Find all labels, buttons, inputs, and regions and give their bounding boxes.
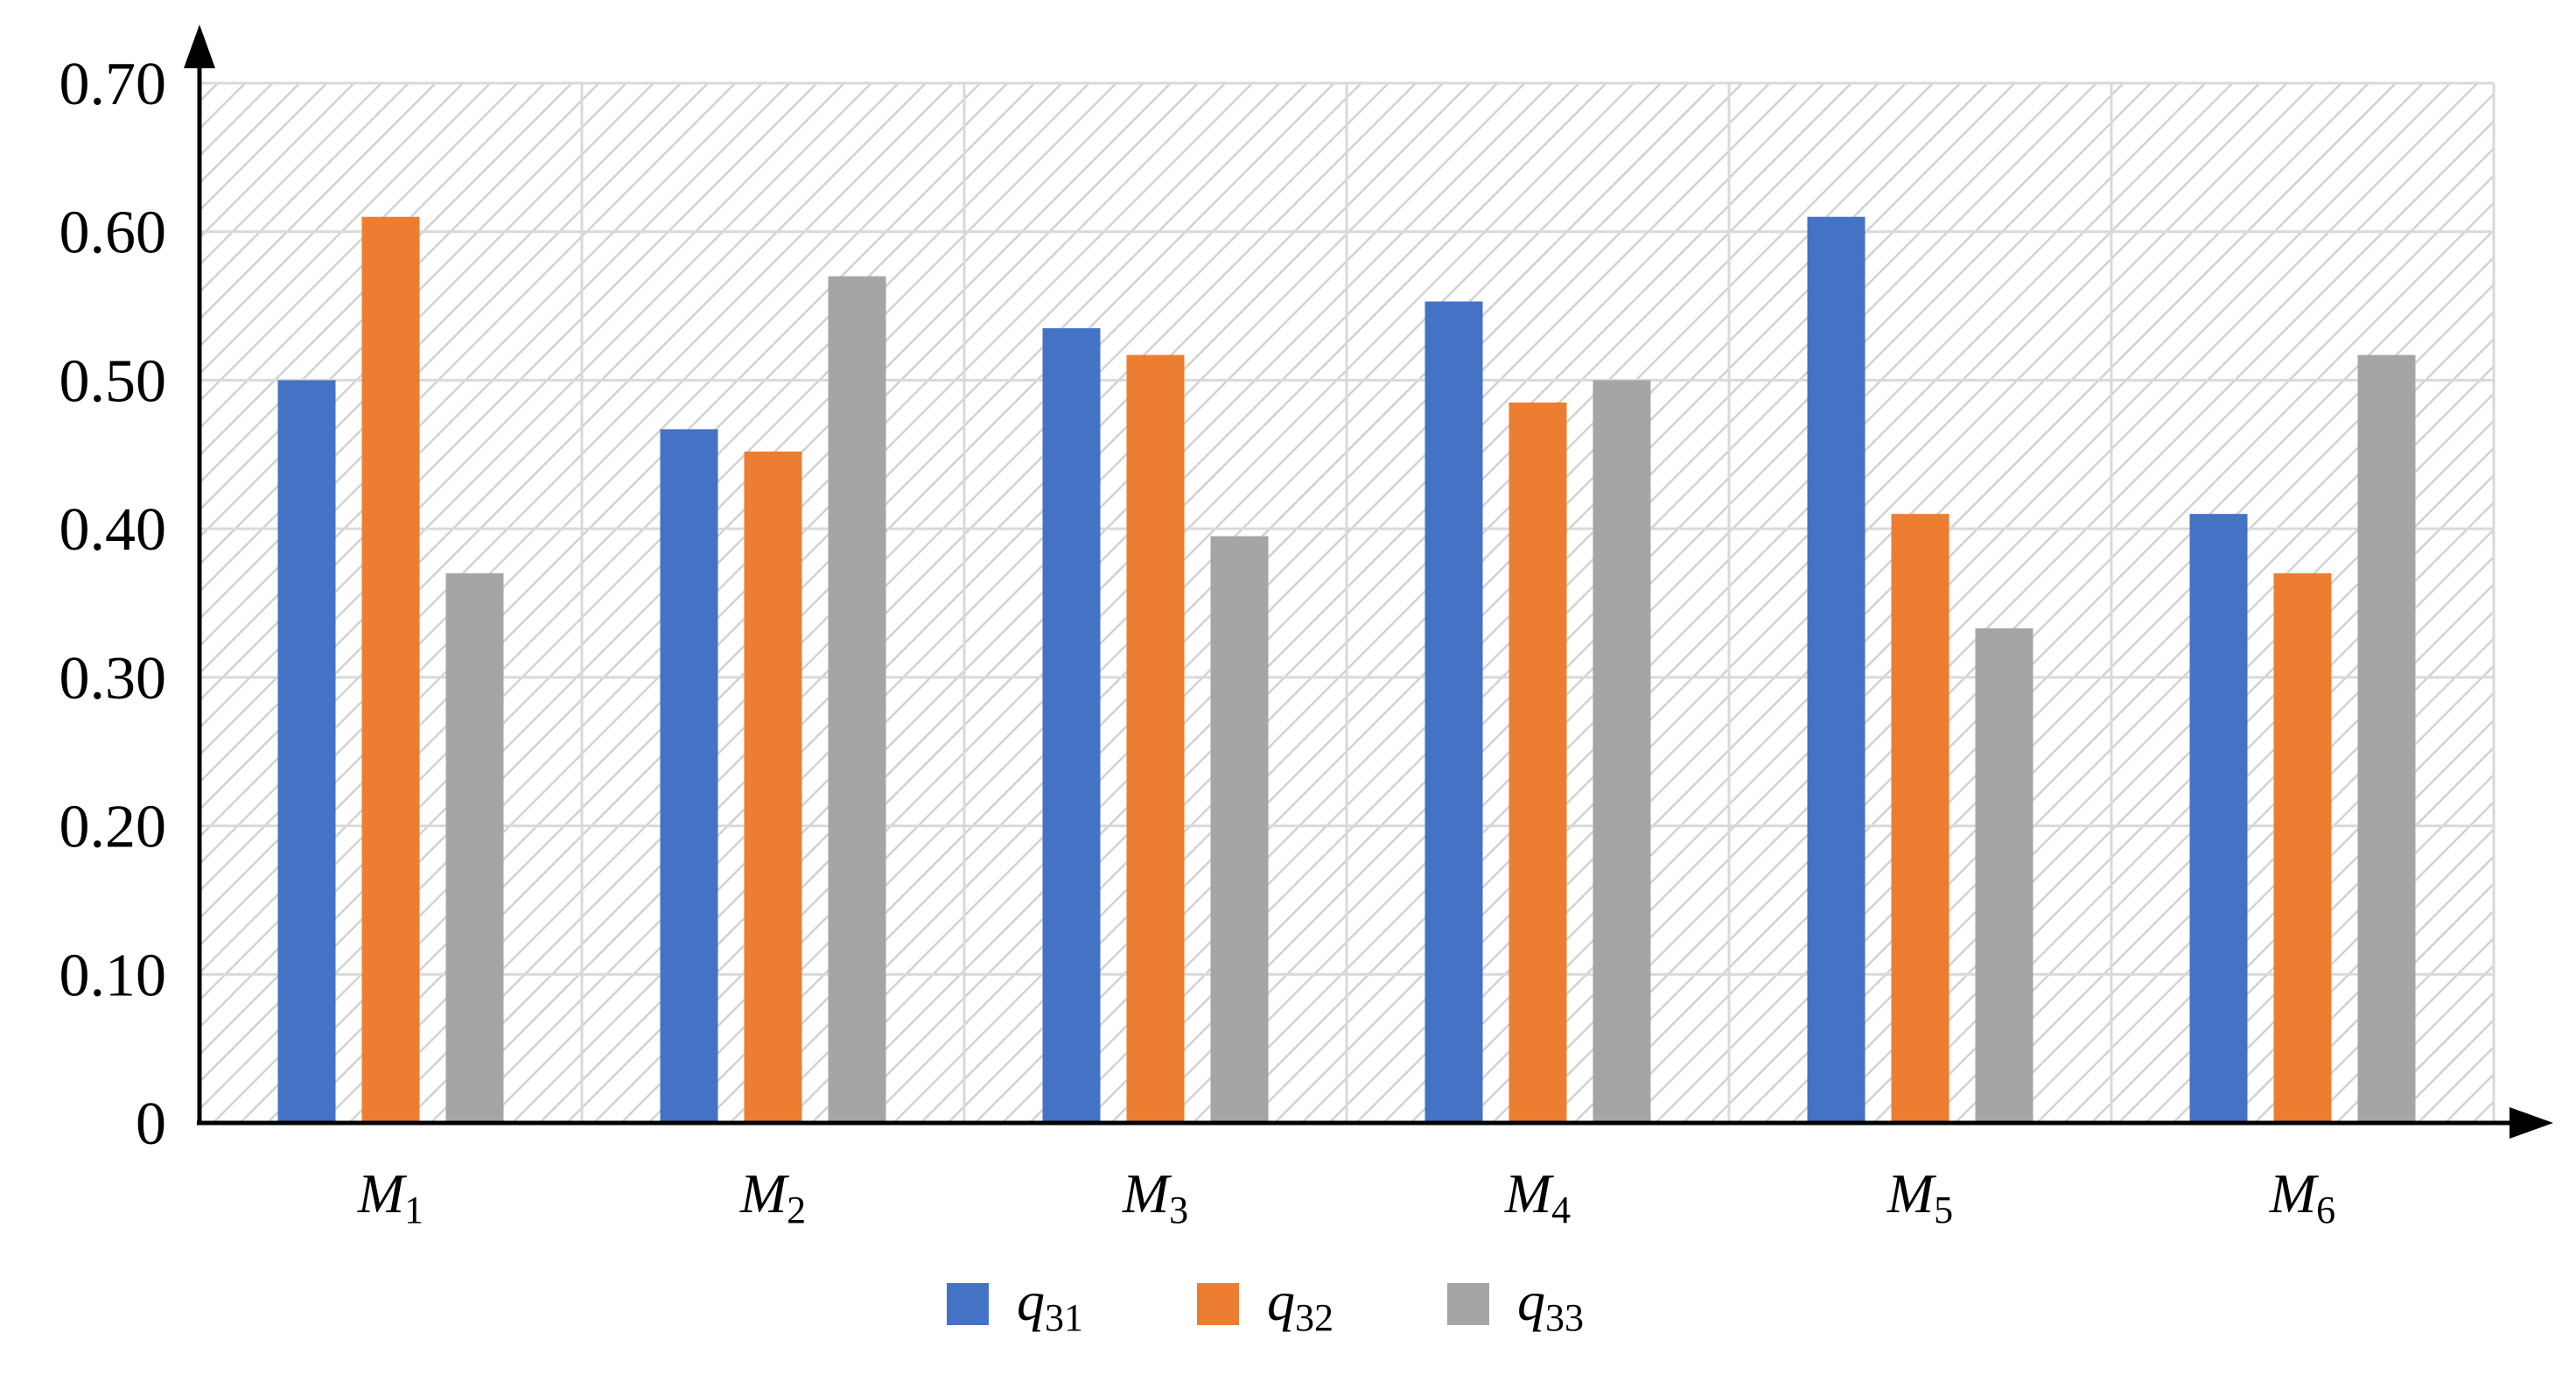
x-tick-label: M3 bbox=[1122, 1162, 1188, 1231]
bar-q33-M4 bbox=[1592, 380, 1651, 1123]
legend-label: q31 bbox=[1017, 1270, 1083, 1339]
x-tick-label: M2 bbox=[739, 1162, 806, 1231]
y-tick-label: 0.40 bbox=[60, 496, 167, 564]
legend-swatch bbox=[1197, 1283, 1239, 1325]
bar-q31-M4 bbox=[1424, 301, 1483, 1124]
y-tick-label: 0.10 bbox=[60, 942, 167, 1009]
bar-q32-M6 bbox=[2273, 573, 2332, 1123]
bar-q32-M1 bbox=[361, 216, 420, 1123]
bar-q32-M5 bbox=[1891, 514, 1950, 1123]
legend-swatch bbox=[947, 1283, 989, 1325]
x-tick-label: M6 bbox=[2269, 1162, 2335, 1231]
bar-q31-M2 bbox=[660, 429, 718, 1123]
y-tick-label: 0.30 bbox=[60, 645, 167, 712]
y-axis-arrow bbox=[184, 25, 215, 68]
bar-q33-M2 bbox=[828, 276, 886, 1124]
bar-q31-M3 bbox=[1042, 328, 1101, 1123]
bar-q33-M5 bbox=[1975, 628, 2034, 1123]
legend: q31 q32 q33 bbox=[947, 1270, 1584, 1339]
legend-label: q33 bbox=[1517, 1270, 1584, 1339]
bar-q33-M6 bbox=[2357, 354, 2416, 1123]
x-tick-label: M5 bbox=[1886, 1162, 1953, 1231]
axes bbox=[184, 25, 2553, 1139]
bar-q31-M6 bbox=[2189, 514, 2248, 1123]
x-axis-arrow bbox=[2510, 1107, 2553, 1139]
bar-q32-M4 bbox=[1508, 402, 1567, 1123]
y-tick-label: 0.20 bbox=[60, 794, 167, 861]
bar-q33-M1 bbox=[445, 573, 504, 1123]
x-tick-label: M1 bbox=[357, 1162, 424, 1231]
y-tick-label: 0.50 bbox=[60, 347, 167, 415]
y-tick-label: 0 bbox=[136, 1091, 166, 1158]
legend-swatch bbox=[1447, 1283, 1489, 1325]
y-tick-labels: 0 0.10 0.20 0.30 0.40 0.50 0.60 0.70 bbox=[60, 51, 167, 1158]
legend-label: q32 bbox=[1267, 1270, 1334, 1339]
y-tick-label: 0.70 bbox=[60, 51, 167, 118]
y-tick-label: 0.60 bbox=[60, 200, 167, 267]
bar-q33-M3 bbox=[1210, 536, 1269, 1123]
bars bbox=[277, 216, 2416, 1124]
bar-q32-M2 bbox=[744, 451, 802, 1123]
bar-q31-M5 bbox=[1807, 216, 1866, 1123]
x-tick-labels: M1 M2 M3 M4 M5 M6 bbox=[357, 1162, 2335, 1231]
x-tick-label: M4 bbox=[1504, 1162, 1571, 1231]
bar-q32-M3 bbox=[1126, 354, 1185, 1123]
bar-q31-M1 bbox=[277, 380, 336, 1123]
